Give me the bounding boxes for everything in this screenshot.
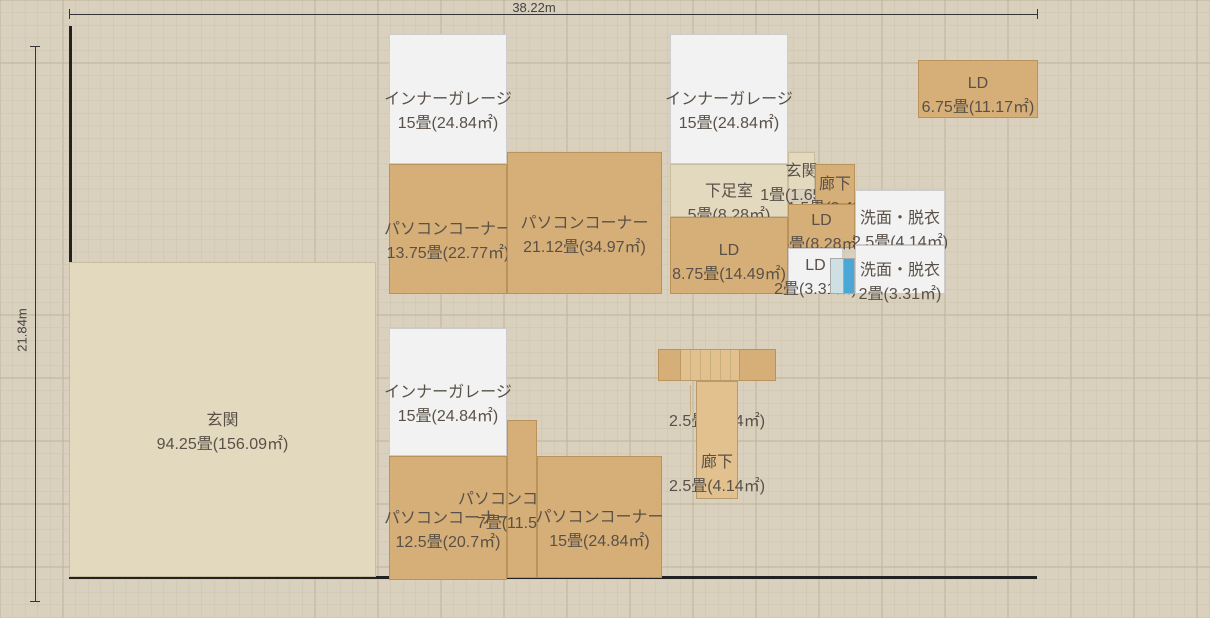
dim-tick	[30, 46, 40, 47]
room-ld-top[interactable]	[918, 60, 1038, 118]
room-wash-1[interactable]	[855, 190, 945, 245]
room-wash-2[interactable]	[855, 245, 945, 294]
room-garage-3[interactable]	[389, 328, 507, 456]
dim-tick	[1037, 9, 1038, 19]
floorplan-canvas[interactable]: 38.22m21.84m玄関94.25畳(156.09㎡)インナーガレージ15畳…	[0, 0, 1210, 618]
room-garage-2[interactable]	[670, 34, 788, 164]
room-pc-4b[interactable]	[537, 456, 662, 578]
dim-label-height: 21.84m	[15, 308, 30, 351]
dim-tick	[30, 601, 40, 602]
stairs-horizontal	[680, 349, 740, 381]
dim-tick	[69, 9, 70, 19]
room-rouka-3[interactable]	[696, 381, 738, 499]
room-pc-3[interactable]	[389, 456, 507, 580]
room-genkan-small[interactable]	[788, 152, 815, 190]
room-ld-big[interactable]	[670, 217, 788, 294]
room-pc-4a[interactable]	[507, 420, 537, 578]
room-pc-1[interactable]	[389, 164, 507, 294]
dim-label-width: 38.22m	[512, 0, 555, 15]
room-genkan-large[interactable]	[69, 262, 376, 577]
dim-line-left	[35, 46, 36, 601]
room-gesoku[interactable]	[670, 164, 788, 217]
room-garage-1[interactable]	[389, 34, 507, 164]
room-rouka-1[interactable]	[815, 164, 855, 204]
room-ld-mid[interactable]	[788, 204, 855, 248]
room-pc-2[interactable]	[507, 152, 662, 294]
room-water[interactable]	[843, 258, 855, 294]
